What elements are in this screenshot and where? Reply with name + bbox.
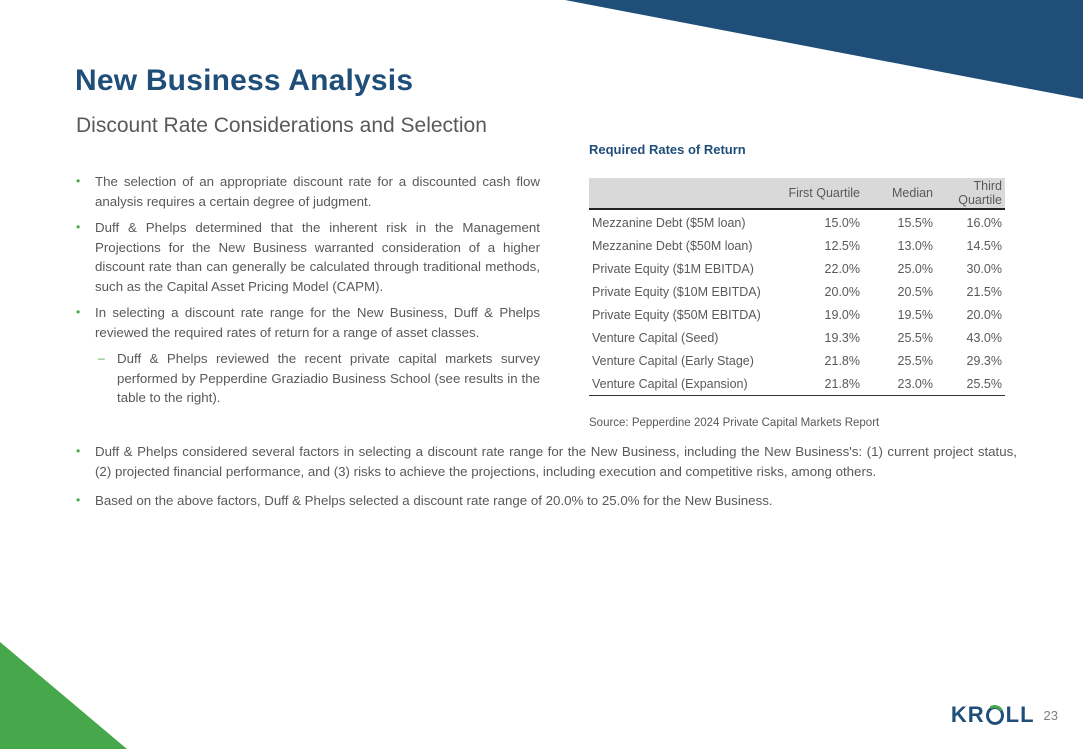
row-first-quartile: 22.0% xyxy=(824,262,860,277)
row-median: 15.5% xyxy=(897,216,933,231)
row-third-quartile: 29.3% xyxy=(966,353,1002,368)
row-label: Venture Capital (Expansion) xyxy=(592,376,748,391)
bullet-icon: • xyxy=(76,174,81,188)
kroll-logo-o xyxy=(983,702,1007,728)
bullet-text: Duff & Phelps determined that the inhere… xyxy=(95,220,540,294)
row-label: Venture Capital (Seed) xyxy=(592,330,719,345)
bullet-text: Duff & Phelps considered several factors… xyxy=(95,444,1017,479)
row-label: Private Equity ($10M EBITDA) xyxy=(592,285,761,300)
bullet-item: • The selection of an appropriate discou… xyxy=(76,172,540,211)
bullet-text: Based on the above factors, Duff & Phelp… xyxy=(95,493,773,508)
row-label: Mezzanine Debt ($50M loan) xyxy=(592,239,753,254)
table-title: Required Rates of Return xyxy=(589,142,746,157)
corner-triangle-top-right xyxy=(565,0,1083,99)
bullet-item: • Based on the above factors, Duff & Phe… xyxy=(76,491,1017,511)
row-median: 23.0% xyxy=(897,376,933,391)
row-third-quartile: 16.0% xyxy=(966,216,1002,231)
table-header-row: First Quartile Median Third Quartile xyxy=(589,178,1005,210)
corner-triangle-bottom-left xyxy=(0,642,127,749)
row-third-quartile: 14.5% xyxy=(966,239,1002,254)
row-label: Private Equity ($1M EBITDA) xyxy=(592,262,754,277)
bullet-item: • In selecting a discount rate range for… xyxy=(76,303,540,342)
table-row: Venture Capital (Expansion) 21.8% 23.0% … xyxy=(589,372,1005,395)
table-row: Venture Capital (Early Stage) 21.8% 25.5… xyxy=(589,349,1005,372)
row-first-quartile: 21.8% xyxy=(824,353,860,368)
row-median: 13.0% xyxy=(897,239,933,254)
bullet-icon: • xyxy=(76,444,81,458)
row-first-quartile: 15.0% xyxy=(824,216,860,231)
row-third-quartile: 25.5% xyxy=(966,376,1002,391)
row-first-quartile: 20.0% xyxy=(824,285,860,300)
row-third-quartile: 20.0% xyxy=(966,308,1002,322)
table-row: Venture Capital (Seed) 19.3% 25.5% 43.0% xyxy=(589,326,1005,349)
sub-bullet-text: Duff & Phelps reviewed the recent privat… xyxy=(117,351,540,405)
bullet-item: • Duff & Phelps considered several facto… xyxy=(76,442,1017,481)
bullet-item: • Duff & Phelps determined that the inhe… xyxy=(76,218,540,296)
row-third-quartile: 30.0% xyxy=(966,262,1002,277)
column-header-third-quartile: Third Quartile xyxy=(958,179,1002,207)
row-third-quartile: 43.0% xyxy=(966,330,1002,345)
bullet-icon: • xyxy=(76,493,81,507)
bullet-text: In selecting a discount rate range for t… xyxy=(95,305,540,340)
kroll-logo-text-left: KR xyxy=(950,702,985,727)
row-first-quartile: 19.0% xyxy=(824,308,860,322)
rates-table-body: Mezzanine Debt ($5M loan) 15.0% 15.5% 16… xyxy=(589,212,1005,397)
row-first-quartile: 12.5% xyxy=(824,239,860,254)
bullet-icon: • xyxy=(76,305,81,319)
row-median: 19.5% xyxy=(897,308,933,322)
bullet-icon: • xyxy=(76,220,81,234)
page-number: 23 xyxy=(1043,707,1058,723)
table-row: Mezzanine Debt ($5M loan) 15.0% 15.5% 16… xyxy=(589,212,1005,235)
row-median: 25.5% xyxy=(897,353,933,368)
sub-bullet-item: – Duff & Phelps reviewed the recent priv… xyxy=(98,349,540,408)
table-row: Mezzanine Debt ($50M loan) 12.5% 13.0% 1… xyxy=(589,235,1005,258)
row-median: 25.0% xyxy=(897,262,933,277)
dash-icon: – xyxy=(98,351,105,365)
column-header-first-quartile: First Quartile xyxy=(788,186,860,200)
row-first-quartile: 21.8% xyxy=(824,376,860,391)
row-label: Private Equity ($50M EBITDA) xyxy=(592,308,761,322)
table-row: Private Equity ($10M EBITDA) 20.0% 20.5%… xyxy=(589,281,1005,304)
kroll-logo-text-right: LL xyxy=(1005,702,1035,727)
left-bullet-list: • The selection of an appropriate discou… xyxy=(76,172,540,415)
bullet-text: The selection of an appropriate discount… xyxy=(95,174,540,209)
row-first-quartile: 19.3% xyxy=(824,330,860,345)
table-source-note: Source: Pepperdine 2024 Private Capital … xyxy=(589,417,880,429)
table-row: Private Equity ($50M EBITDA) 19.0% 19.5%… xyxy=(589,304,1005,327)
page-title: New Business Analysis xyxy=(75,64,414,97)
column-header-median: Median xyxy=(892,186,933,200)
row-label: Venture Capital (Early Stage) xyxy=(592,353,754,368)
kroll-logo: KR LL 23 xyxy=(951,702,1058,728)
page-subtitle: Discount Rate Considerations and Selecti… xyxy=(76,114,487,137)
row-label: Mezzanine Debt ($5M loan) xyxy=(592,216,746,231)
full-width-bullet-list: • Duff & Phelps considered several facto… xyxy=(76,442,1017,518)
row-median: 20.5% xyxy=(897,285,933,300)
row-third-quartile: 21.5% xyxy=(966,285,1002,300)
kroll-swoosh-icon xyxy=(983,702,1007,728)
row-median: 25.5% xyxy=(897,330,933,345)
table-row: Private Equity ($1M EBITDA) 22.0% 25.0% … xyxy=(589,258,1005,281)
